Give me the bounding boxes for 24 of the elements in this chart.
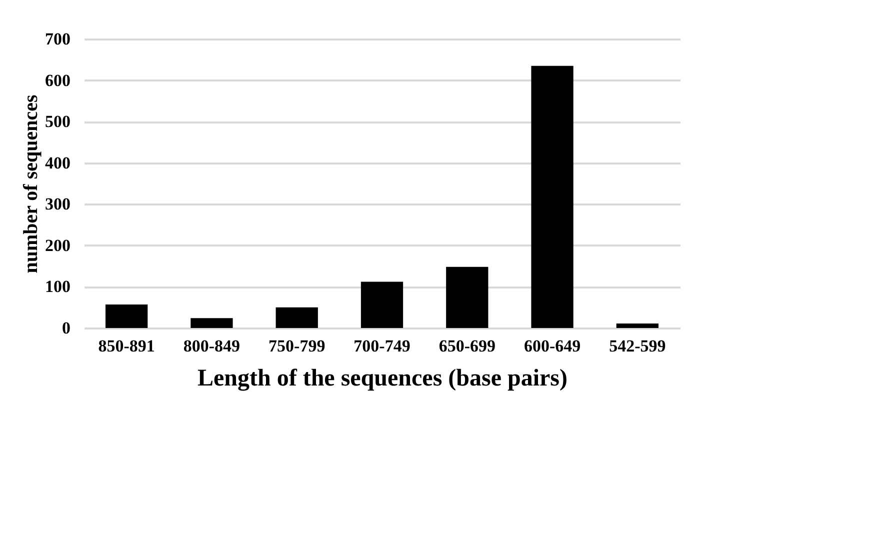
x-tick-label: 542-599 — [609, 336, 666, 356]
bar — [190, 318, 233, 328]
x-tick-label: 750-799 — [268, 336, 326, 356]
y-tick-label: 600 — [45, 70, 70, 90]
x-tick-label: 700-749 — [354, 336, 410, 356]
bar — [360, 282, 404, 328]
y-axis-title: number of sequences — [20, 94, 42, 274]
x-tick-label: 800-849 — [183, 336, 240, 356]
bar — [446, 266, 488, 328]
bar — [616, 323, 658, 328]
y-tick-label: 0 — [62, 318, 70, 338]
bar — [531, 66, 574, 328]
x-tick-label: 600-649 — [524, 336, 581, 356]
x-tick-label: 850-891 — [98, 336, 155, 356]
x-axis-title: Length of the sequences (base pairs) — [198, 366, 568, 392]
bar — [276, 307, 318, 328]
y-tick-label: 700 — [45, 30, 70, 48]
bar — [106, 304, 148, 328]
y-tick-label: 100 — [45, 277, 70, 296]
y-tick-label: 500 — [45, 112, 70, 132]
y-tick-label: 400 — [45, 153, 70, 172]
x-tick-label: 650-699 — [438, 336, 496, 356]
y-tick-label: 200 — [45, 236, 70, 255]
y-tick-label: 300 — [45, 194, 70, 214]
